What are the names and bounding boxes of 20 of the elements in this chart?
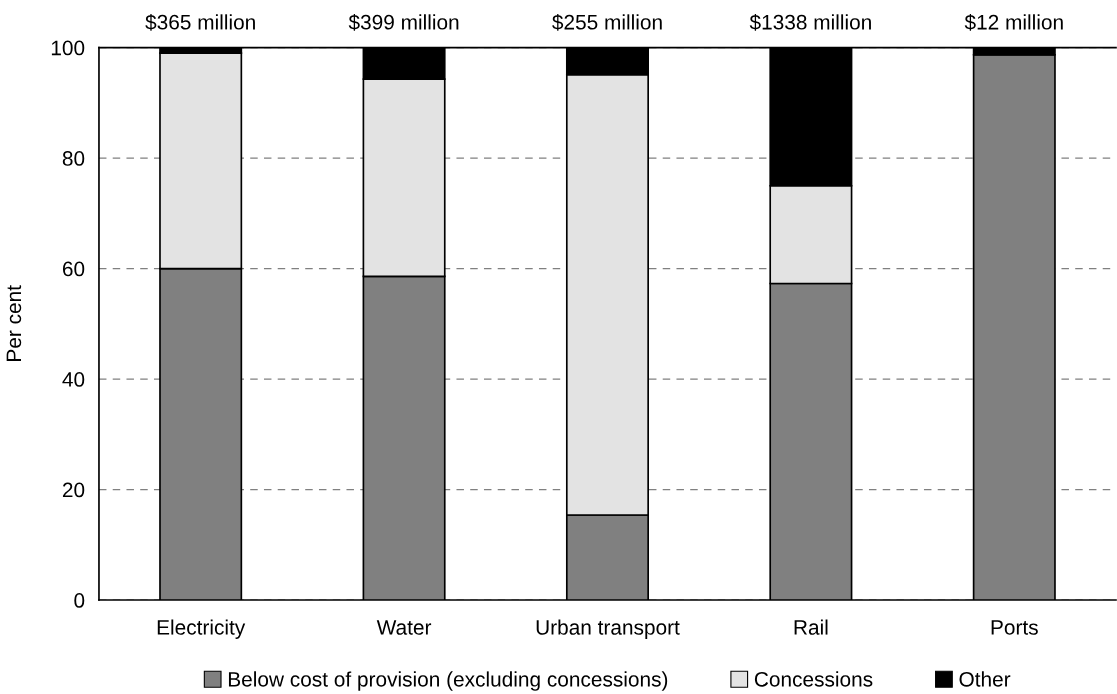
y-tick-label: 40 <box>62 372 85 387</box>
text: $12 million <box>964 13 1063 31</box>
text: $255 million <box>552 13 662 31</box>
y-tick-label: 0 <box>74 593 85 608</box>
y-axis-title: Per cent <box>6 285 22 361</box>
legend-label: Other <box>959 671 1011 687</box>
x-tick-label: Rail <box>794 619 828 635</box>
x-tick-label: Water <box>376 620 432 635</box>
legend-label: Below cost of provision (excluding concessions) <box>228 671 668 691</box>
x-tick-label: Electricity <box>157 619 246 639</box>
text: $1338 million <box>749 13 871 31</box>
legend-label: Concessions <box>754 671 873 687</box>
y-tick-label: 20 <box>62 482 85 498</box>
x-tick-label: Urban transport <box>536 619 680 639</box>
text: $365 million <box>145 13 255 31</box>
text: $399 million <box>348 13 459 31</box>
y-tick-label: 80 <box>62 151 85 166</box>
y-tick-label: 100 <box>51 40 85 56</box>
x-tick-label: Ports <box>991 620 1038 635</box>
y-tick-label: 60 <box>62 261 85 277</box>
